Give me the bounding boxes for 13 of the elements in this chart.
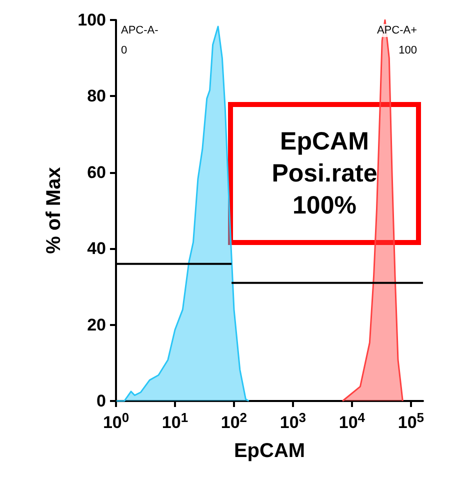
annotation: APC-A- [121,24,159,36]
annotation: 0 [121,44,128,56]
y-tick-label: 40 [87,239,106,258]
y-tick-label: 100 [78,10,106,30]
x-axis-title: EpCAM [234,440,306,462]
annotation: EpCAM Posi.rate 100% [272,128,378,220]
y-tick-label: 80 [87,86,106,106]
y-tick-label: 0 [96,392,106,410]
annotation: APC-A+ [376,24,418,36]
y-axis-title: % of Max [43,167,65,254]
y-tick-label: 20 [87,315,106,334]
y-tick-label: 60 [87,162,106,182]
annotation: 100 [398,44,418,56]
